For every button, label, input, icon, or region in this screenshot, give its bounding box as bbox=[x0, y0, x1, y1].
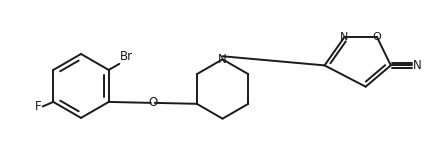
Text: F: F bbox=[35, 100, 42, 113]
Text: O: O bbox=[373, 32, 382, 42]
Text: Br: Br bbox=[120, 50, 133, 63]
Text: N: N bbox=[413, 59, 422, 72]
Text: N: N bbox=[218, 53, 227, 66]
Text: N: N bbox=[340, 32, 348, 42]
Text: O: O bbox=[148, 96, 157, 109]
